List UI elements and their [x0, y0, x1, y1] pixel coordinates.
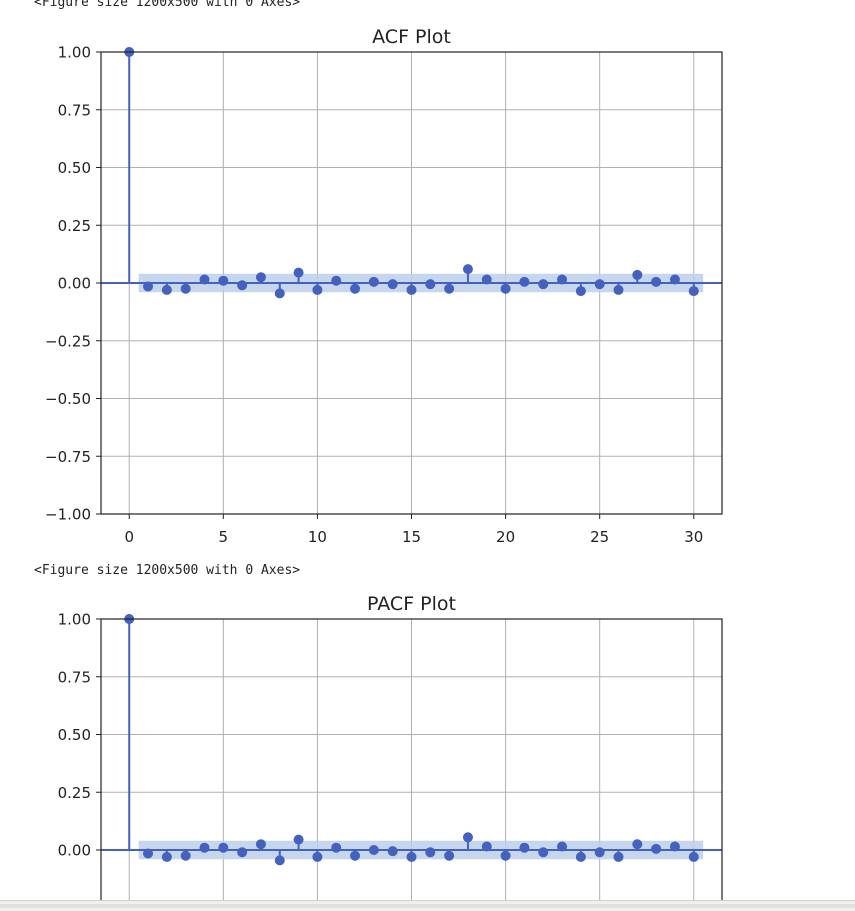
point-24: [575, 851, 586, 862]
y-tick-label: 0.50: [58, 159, 91, 177]
point-4: [199, 842, 210, 853]
point-27: [632, 269, 643, 280]
point-3: [180, 850, 191, 861]
point-11: [331, 842, 342, 853]
point-26: [613, 284, 624, 295]
point-23: [557, 274, 568, 285]
y-tick-label: 0.00: [58, 842, 91, 860]
point-6: [237, 280, 248, 291]
acf-chart: ACF Plot 1.00 0.75 0.50 0.25 0.00 −0.25 −0.50 −0…: [45, 26, 723, 546]
point-16: [425, 847, 436, 858]
point-25: [594, 847, 605, 858]
point-27: [632, 839, 643, 850]
point-22: [538, 279, 549, 290]
point-6: [237, 847, 248, 858]
chart-title: PACF Plot: [367, 593, 456, 615]
point-29: [669, 841, 680, 852]
chart-title: ACF Plot: [372, 26, 451, 48]
point-10: [312, 851, 323, 862]
y-tick-label: 0.50: [58, 726, 91, 744]
point-30: [688, 286, 699, 297]
x-tick-label: 5: [219, 528, 229, 546]
x-tick-label: 0: [124, 528, 134, 546]
point-22: [538, 847, 549, 858]
point-23: [557, 841, 568, 852]
point-1: [143, 281, 154, 292]
point-7: [255, 272, 266, 283]
y-tick-label: 0.75: [58, 668, 91, 686]
point-28: [651, 276, 662, 287]
y-tick-label: 0.25: [58, 784, 91, 802]
y-tick-label: 1.00: [58, 611, 91, 629]
x-tick-label: 20: [496, 528, 515, 546]
point-14: [387, 279, 398, 290]
x-tick-label: 10: [308, 528, 327, 546]
point-26: [613, 851, 624, 862]
point-5: [218, 275, 229, 286]
point-17: [444, 850, 455, 861]
point-9: [293, 267, 304, 278]
point-8: [274, 288, 285, 299]
y-tick-label: −0.25: [45, 332, 91, 350]
point-5: [218, 842, 229, 853]
point-16: [425, 279, 436, 290]
point-13: [368, 845, 379, 855]
point-17: [444, 283, 455, 294]
point-21: [519, 276, 530, 287]
point-18: [462, 832, 473, 843]
point-20: [500, 850, 511, 861]
point-2: [161, 851, 172, 862]
point-10: [312, 284, 323, 295]
point-24: [575, 286, 586, 297]
y-tick-label: 0.00: [58, 275, 91, 293]
figure-size-output-1: <Figure size 1200x500 with 0 Axes>: [34, 0, 301, 10]
point-9: [293, 834, 304, 845]
point-3: [180, 283, 191, 294]
pacf-chart: PACF Plot 1.00 0.75 0.50 0.25 0.00: [58, 593, 723, 905]
point-19: [481, 274, 492, 285]
point-8: [274, 855, 285, 866]
point-20: [500, 283, 511, 294]
point-12: [350, 283, 361, 294]
point-15: [406, 851, 417, 862]
point-2: [161, 284, 172, 295]
point-15: [406, 284, 417, 295]
figure-size-output-2: <Figure size 1200x500 with 0 Axes>: [34, 563, 301, 578]
y-tick-label: 0.25: [58, 217, 91, 235]
x-tick-label: 25: [590, 528, 609, 546]
point-12: [350, 850, 361, 861]
point-25: [594, 279, 605, 290]
x-tick-label: 30: [684, 528, 703, 546]
y-tick-label: 1.00: [58, 44, 91, 62]
y-tick-label: −0.50: [45, 390, 91, 408]
point-30: [688, 851, 699, 862]
y-tick-label: 0.75: [58, 101, 91, 119]
point-1: [143, 848, 154, 859]
point-18: [462, 264, 473, 275]
point-4: [199, 274, 210, 285]
y-tick-label: −0.75: [45, 448, 91, 466]
point-11: [331, 275, 342, 286]
x-tick-label: 15: [402, 528, 421, 546]
point-28: [651, 843, 662, 854]
y-tick-label: −1.00: [45, 506, 91, 524]
point-29: [669, 274, 680, 285]
point-13: [368, 276, 379, 287]
point-21: [519, 842, 530, 853]
point-14: [387, 846, 398, 857]
point-7: [255, 839, 266, 850]
scrollbar-track[interactable]: [0, 904, 855, 908]
point-19: [481, 841, 492, 852]
horizontal-scrollbar[interactable]: [0, 900, 855, 911]
